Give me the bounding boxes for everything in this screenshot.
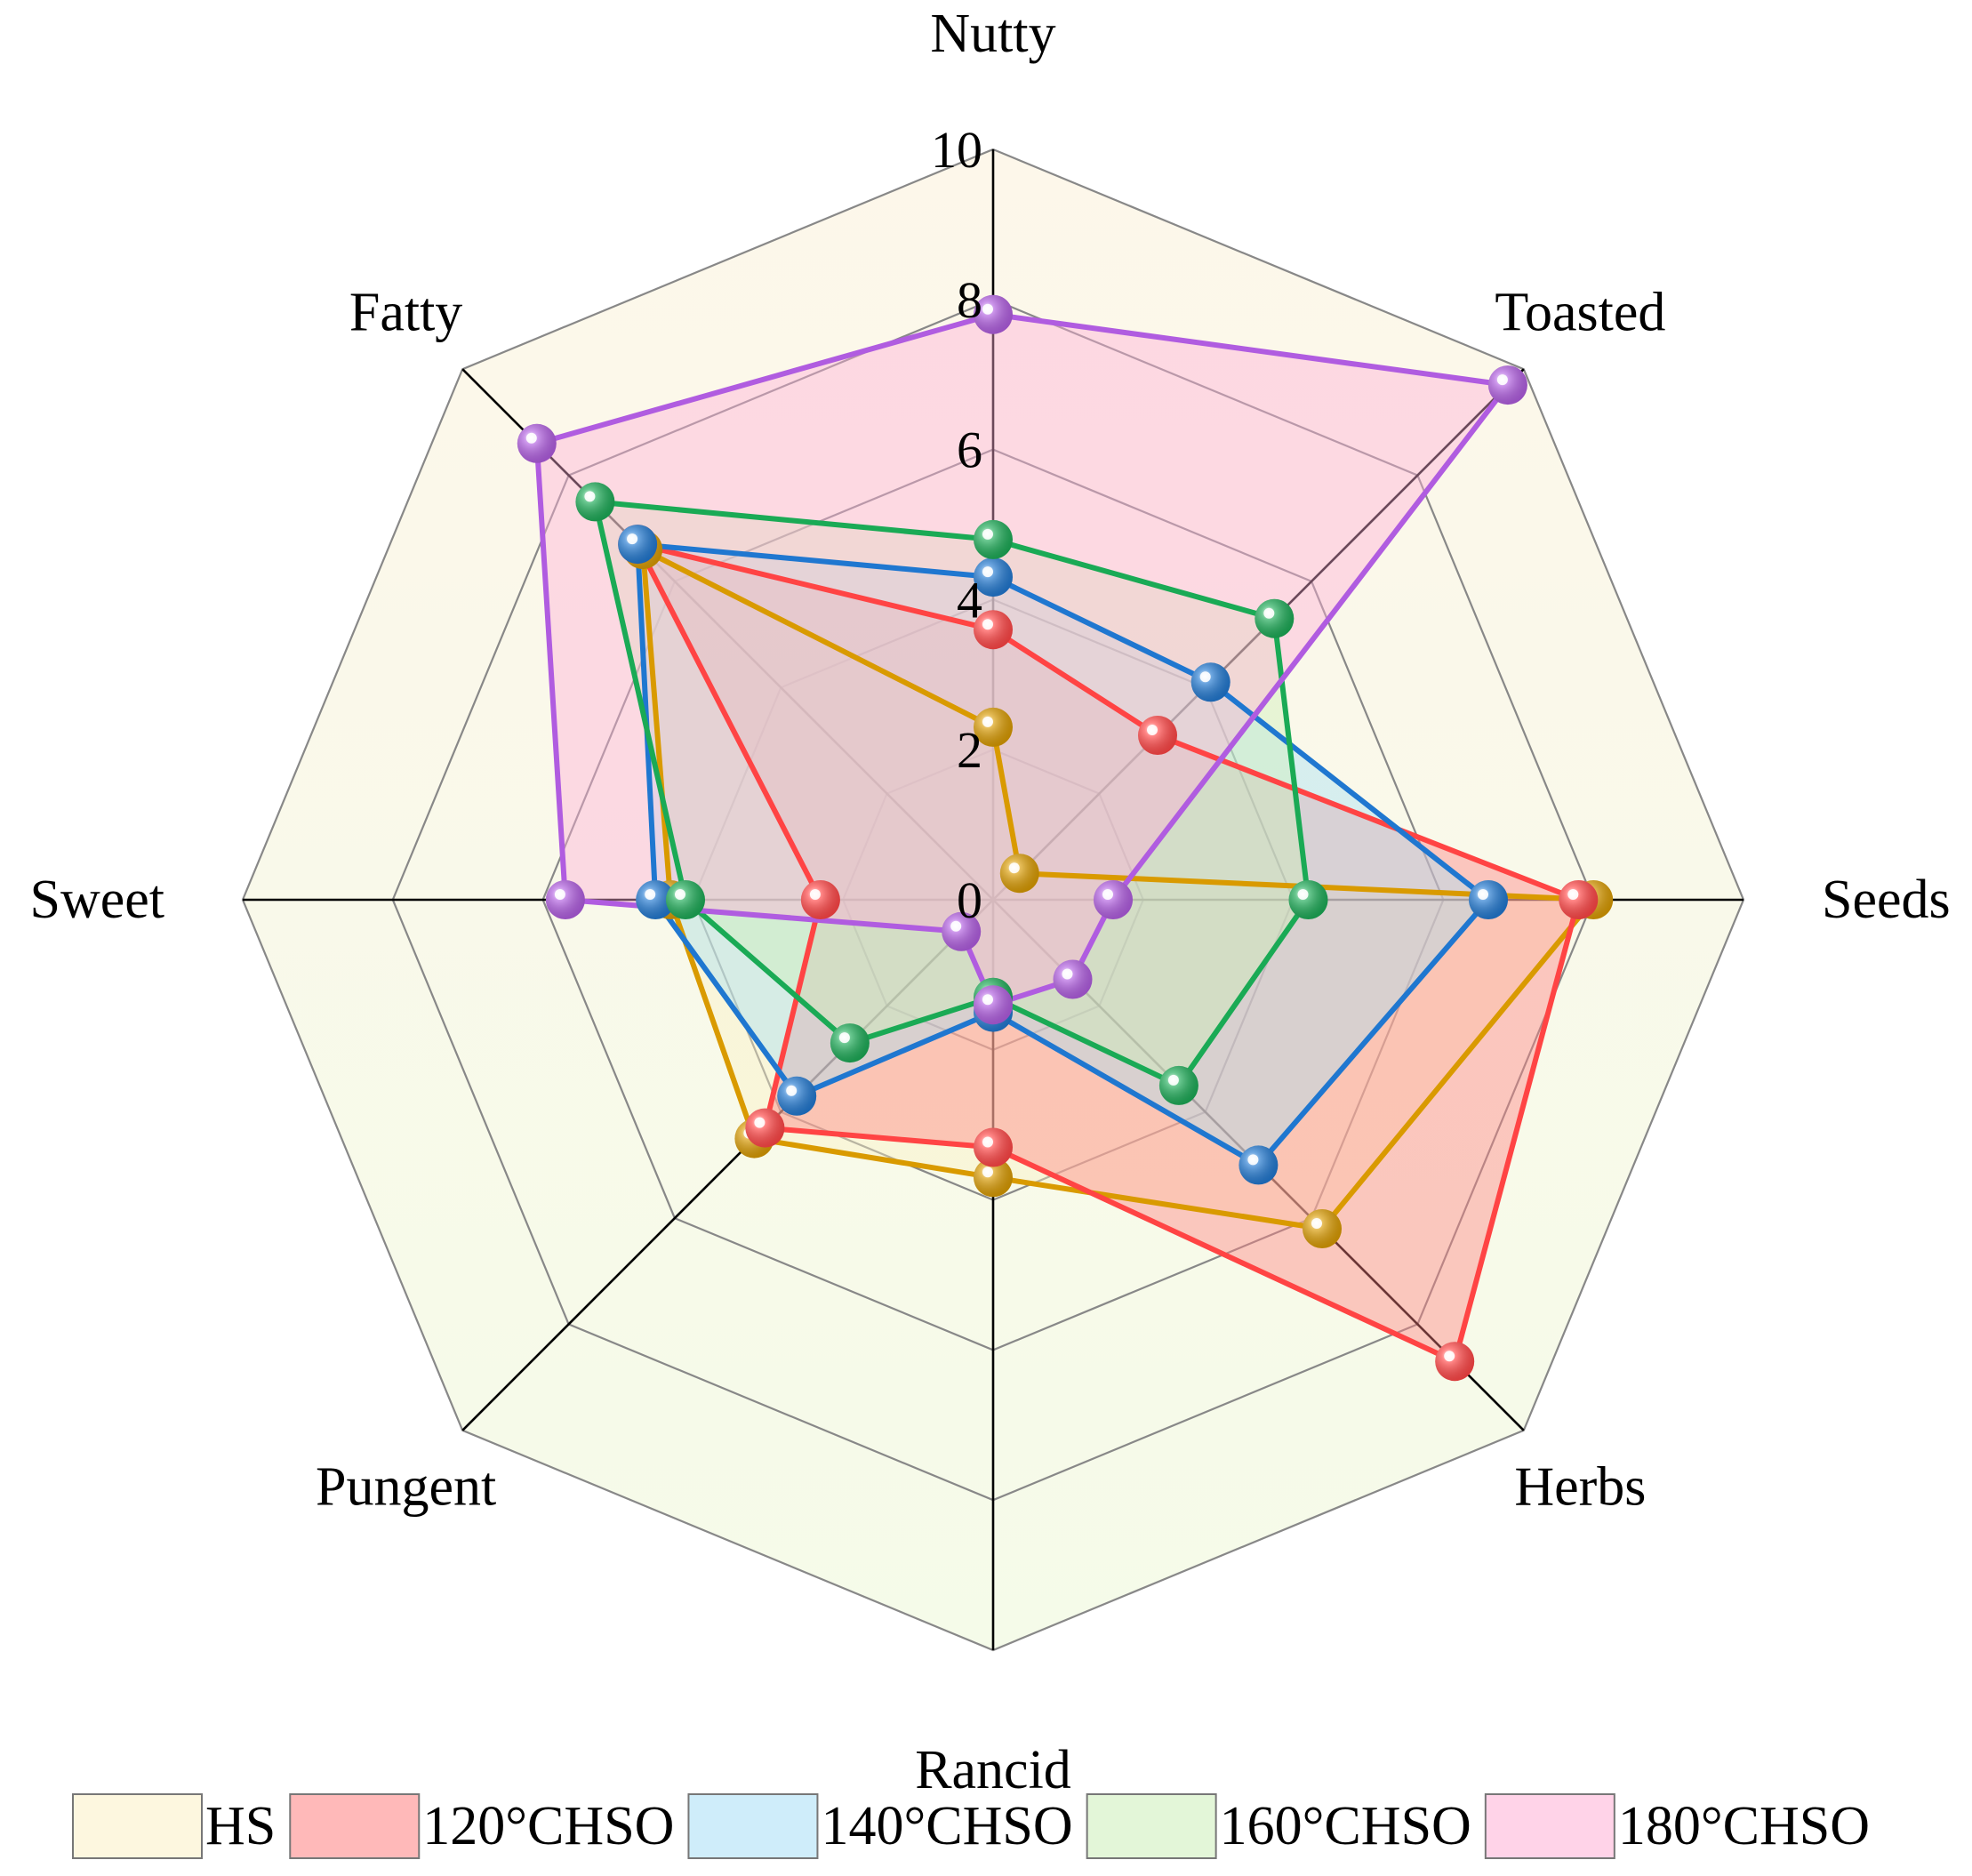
legend-label: HS	[205, 1796, 276, 1856]
data-point	[1469, 880, 1508, 919]
data-point	[1138, 716, 1177, 755]
data-point	[974, 707, 1013, 747]
data-point	[974, 519, 1013, 559]
axis-label-rancid: Rancid	[915, 1740, 1071, 1800]
axis-label-seeds: Seeds	[1822, 870, 1951, 930]
data-point	[1094, 880, 1133, 919]
data-point	[745, 1108, 785, 1148]
axis-label-fatty: Fatty	[349, 283, 462, 343]
legend-item: 180°CHSO	[1484, 1793, 1870, 1859]
data-point	[618, 525, 658, 565]
data-point	[1053, 959, 1093, 999]
data-point	[1158, 1065, 1198, 1105]
data-point	[974, 557, 1013, 597]
data-point	[1255, 598, 1295, 638]
axis-label-pungent: Pungent	[316, 1456, 496, 1517]
legend-label: 160°CHSO	[1220, 1796, 1471, 1856]
axis-label-herbs: Herbs	[1514, 1456, 1646, 1517]
legend-swatch	[289, 1793, 421, 1859]
data-point	[1435, 1342, 1475, 1382]
legend-item: 160°CHSO	[1086, 1793, 1471, 1859]
legend-swatch	[1086, 1793, 1217, 1859]
data-point	[636, 880, 676, 919]
tick-label: 2	[957, 721, 982, 779]
axis-spoke	[992, 368, 1525, 901]
series-area	[595, 501, 1309, 1086]
data-point	[1288, 880, 1328, 919]
legend-label: 120°CHSO	[422, 1796, 674, 1856]
legend-swatch	[72, 1793, 203, 1859]
series-layer	[517, 294, 1614, 1382]
legend-label: 180°CHSO	[1618, 1796, 1870, 1856]
axis-labels: Nutty Toasted Seeds Herbs Rancid Pungent Sweet…	[29, 4, 1950, 1800]
tick-labels: 0 2 4 6 8 10	[931, 121, 982, 929]
radar-grid	[241, 148, 1745, 1652]
axis-label-nutty: Nutty	[930, 4, 1055, 64]
axis-label-sweet: Sweet	[29, 870, 164, 930]
data-point	[974, 985, 1013, 1025]
data-point	[517, 423, 557, 463]
series-area	[637, 544, 1488, 1166]
data-point	[974, 294, 1013, 334]
data-point	[830, 1023, 870, 1063]
data-point	[777, 1076, 817, 1116]
axis-spoke	[461, 899, 994, 1431]
legend-item: HS	[72, 1793, 276, 1859]
data-point	[575, 482, 615, 522]
data-point	[666, 880, 705, 919]
data-point	[545, 880, 585, 919]
data-point	[1487, 365, 1527, 405]
legend-item: 140°CHSO	[687, 1793, 1073, 1859]
legend-swatch	[687, 1793, 819, 1859]
tick-label: 6	[957, 421, 982, 479]
data-point	[1559, 880, 1599, 919]
tick-label: 4	[957, 571, 982, 629]
tick-label: 8	[957, 271, 982, 329]
series-area	[536, 314, 1508, 1006]
tick-label: 10	[931, 121, 982, 179]
data-point	[1190, 662, 1230, 702]
data-point	[999, 854, 1039, 894]
data-point	[942, 911, 982, 951]
data-point	[974, 1158, 1013, 1198]
legend-label: 140°CHSO	[821, 1796, 1072, 1856]
legend-swatch	[1484, 1793, 1615, 1859]
data-point	[1303, 1209, 1342, 1248]
legend-item: 120°CHSO	[289, 1793, 674, 1859]
data-point	[974, 1127, 1013, 1167]
tick-label: 0	[957, 871, 982, 929]
axis-label-toasted: Toasted	[1495, 283, 1665, 343]
data-point	[800, 880, 840, 919]
series-area	[637, 544, 1579, 1362]
legend: HS 120°CHSO 140°CHSO 160°CHSO 180°CHSO	[72, 1793, 1870, 1859]
data-point	[974, 610, 1013, 650]
axis-spoke	[461, 368, 994, 901]
data-point	[1239, 1145, 1279, 1185]
